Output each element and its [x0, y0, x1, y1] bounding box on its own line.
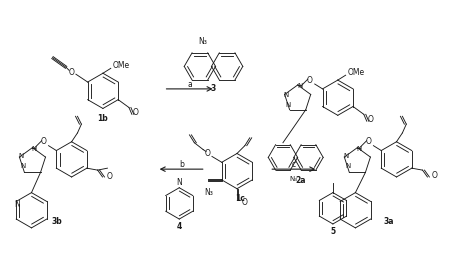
- Text: O: O: [107, 172, 112, 181]
- Text: N: N: [32, 146, 37, 152]
- Text: O: O: [204, 149, 210, 158]
- Text: OMe: OMe: [347, 68, 365, 77]
- Text: N: N: [14, 200, 20, 209]
- Text: c: c: [292, 160, 296, 169]
- Text: N: N: [343, 153, 348, 159]
- Text: N₃: N₃: [199, 37, 207, 47]
- Text: N: N: [20, 163, 25, 169]
- Text: N: N: [176, 178, 182, 187]
- Text: N: N: [345, 163, 350, 169]
- Text: O: O: [69, 68, 75, 77]
- Text: 1c: 1c: [235, 194, 245, 203]
- Text: O: O: [307, 76, 313, 84]
- Text: 2a: 2a: [295, 176, 306, 185]
- Text: 4: 4: [177, 222, 182, 231]
- Text: O: O: [365, 137, 372, 146]
- Text: N: N: [357, 146, 362, 152]
- Text: N: N: [283, 92, 289, 98]
- Text: N: N: [297, 83, 302, 89]
- Text: 5: 5: [330, 227, 336, 236]
- Text: N₃: N₃: [205, 188, 213, 197]
- Text: N: N: [285, 102, 291, 108]
- Text: a: a: [187, 80, 192, 88]
- Text: O: O: [431, 171, 437, 179]
- Text: O: O: [133, 108, 139, 117]
- Text: O: O: [41, 137, 46, 146]
- Text: b: b: [179, 160, 183, 169]
- Text: O: O: [242, 198, 248, 207]
- Text: OMe: OMe: [113, 61, 130, 70]
- Text: N: N: [18, 153, 23, 159]
- Text: 3: 3: [211, 84, 216, 93]
- Text: 3a: 3a: [383, 217, 394, 225]
- Text: 3b: 3b: [52, 217, 62, 225]
- Text: 1b: 1b: [98, 114, 108, 123]
- Text: N₃: N₃: [290, 176, 298, 182]
- Text: O: O: [368, 115, 374, 124]
